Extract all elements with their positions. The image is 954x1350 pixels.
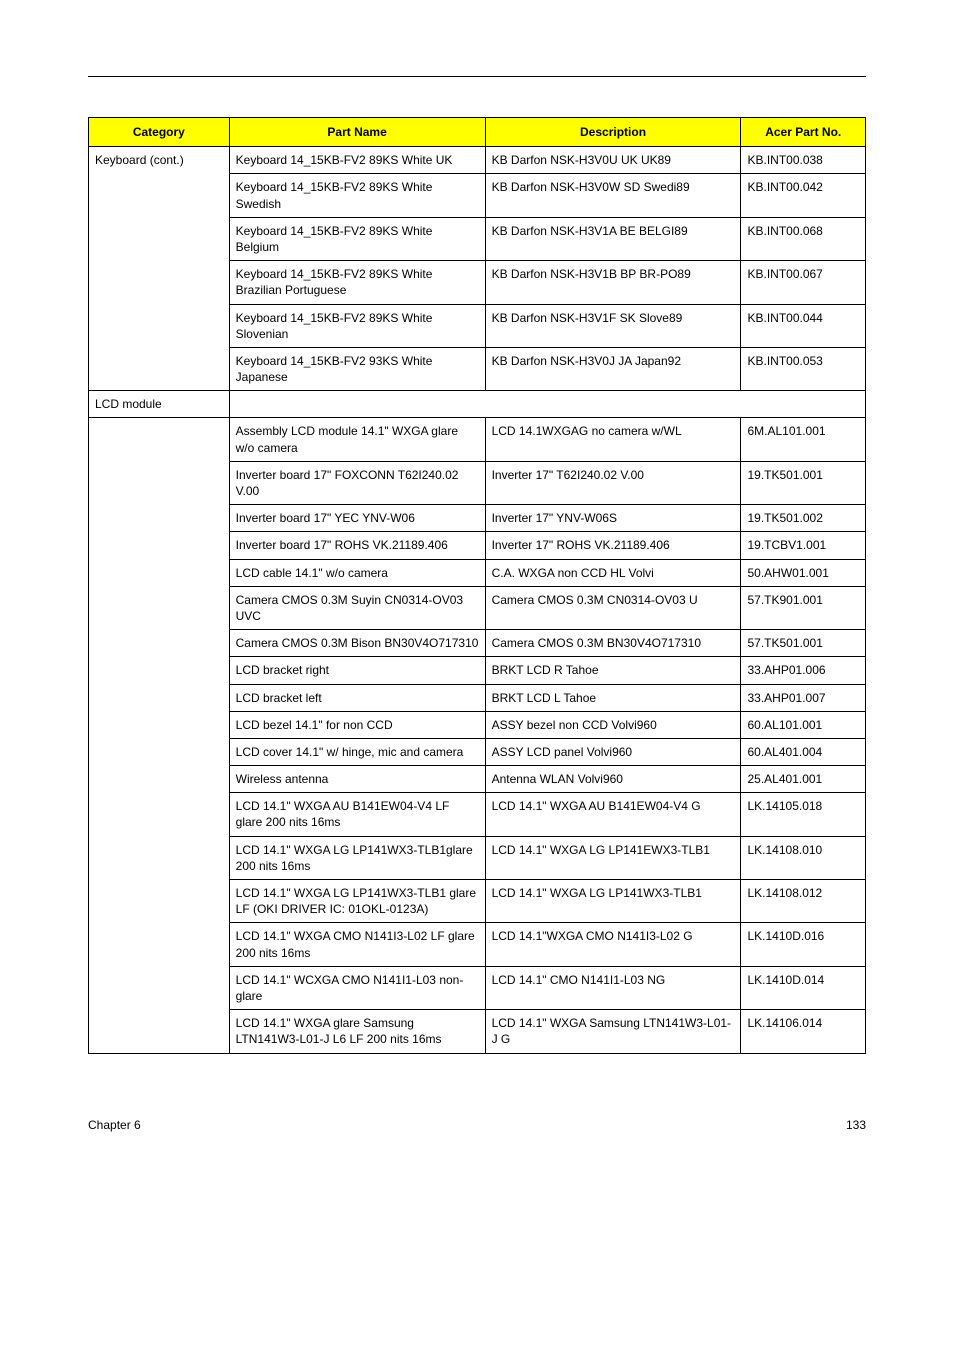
- cell-part-name: Keyboard 14_15KB-FV2 89KS White Slovenia…: [229, 304, 485, 347]
- cell-part-no: 57.TK901.001: [741, 586, 866, 629]
- table-row: Keyboard (cont.)Keyboard 14_15KB-FV2 89K…: [89, 147, 866, 174]
- cell-part-no: 19.TCBV1.001: [741, 532, 866, 559]
- cell-part-no: LK.1410D.016: [741, 923, 866, 966]
- cell-part-name: LCD cover 14.1" w/ hinge, mic and camera: [229, 738, 485, 765]
- section-label: LCD module: [89, 391, 230, 418]
- cell-description: LCD 14.1" WXGA LG LP141EWX3-TLB1: [485, 836, 741, 879]
- cell-part-no: 19.TK501.001: [741, 461, 866, 504]
- cell-description: KB Darfon NSK-H3V0U UK UK89: [485, 147, 741, 174]
- cell-description: KB Darfon NSK-H3V1B BP BR-PO89: [485, 261, 741, 304]
- cell-description: KB Darfon NSK-H3V1A BE BELGI89: [485, 217, 741, 260]
- cell-description: Camera CMOS 0.3M CN0314-OV03 U: [485, 586, 741, 629]
- cell-description: LCD 14.1"WXGA CMO N141I3-L02 G: [485, 923, 741, 966]
- cell-description: LCD 14.1" WXGA Samsung LTN141W3-L01-J G: [485, 1010, 741, 1053]
- cell-part-name: LCD cable 14.1" w/o camera: [229, 559, 485, 586]
- table-header-row: Category Part Name Description Acer Part…: [89, 118, 866, 147]
- cell-part-name: LCD 14.1" WXGA LG LP141WX3-TLB1 glare LF…: [229, 880, 485, 923]
- cell-part-no: KB.INT00.038: [741, 147, 866, 174]
- cell-description: Inverter 17" ROHS VK.21189.406: [485, 532, 741, 559]
- table-row: Assembly LCD module 14.1" WXGA glare w/o…: [89, 418, 866, 461]
- cell-description: LCD 14.1" WXGA LG LP141WX3-TLB1: [485, 880, 741, 923]
- section-spacer: [229, 391, 865, 418]
- cell-part-no: KB.INT00.053: [741, 347, 866, 390]
- cell-part-name: LCD 14.1" WXGA glare Samsung LTN141W3-L0…: [229, 1010, 485, 1053]
- footer-page-number: 133: [846, 1118, 866, 1132]
- page-footer: Chapter 6 133: [88, 1118, 866, 1132]
- header-rule: [88, 76, 866, 77]
- col-description: Description: [485, 118, 741, 147]
- cell-description: LCD 14.1" CMO N141I1-L03 NG: [485, 966, 741, 1009]
- cell-part-no: LK.14106.014: [741, 1010, 866, 1053]
- cell-part-no: 33.AHP01.006: [741, 657, 866, 684]
- cell-part-no: LK.14108.010: [741, 836, 866, 879]
- cell-description: LCD 14.1WXGAG no camera w/WL: [485, 418, 741, 461]
- cell-description: C.A. WXGA non CCD HL Volvi: [485, 559, 741, 586]
- cell-description: KB Darfon NSK-H3V1F SK Slove89: [485, 304, 741, 347]
- cell-part-name: LCD 14.1" WXGA AU B141EW04-V4 LF glare 2…: [229, 793, 485, 836]
- cell-part-name: Keyboard 14_15KB-FV2 89KS White Swedish: [229, 174, 485, 217]
- cell-part-name: LCD bracket right: [229, 657, 485, 684]
- col-part-name: Part Name: [229, 118, 485, 147]
- cell-part-name: Keyboard 14_15KB-FV2 93KS White Japanese: [229, 347, 485, 390]
- cell-description: Inverter 17" T62I240.02 V.00: [485, 461, 741, 504]
- cell-description: ASSY bezel non CCD Volvi960: [485, 711, 741, 738]
- col-category: Category: [89, 118, 230, 147]
- cell-part-name: Inverter board 17" YEC YNV-W06: [229, 505, 485, 532]
- cell-part-no: KB.INT00.068: [741, 217, 866, 260]
- cell-part-no: LK.14108.012: [741, 880, 866, 923]
- cell-description: Inverter 17" YNV-W06S: [485, 505, 741, 532]
- cell-part-no: 57.TK501.001: [741, 630, 866, 657]
- cell-part-no: LK.1410D.014: [741, 966, 866, 1009]
- cell-description: BRKT LCD L Tahoe: [485, 684, 741, 711]
- cell-description: Antenna WLAN Volvi960: [485, 766, 741, 793]
- cell-part-name: Keyboard 14_15KB-FV2 89KS White UK: [229, 147, 485, 174]
- cell-description: Camera CMOS 0.3M BN30V4O717310: [485, 630, 741, 657]
- cell-part-name: Wireless antenna: [229, 766, 485, 793]
- cell-part-no: 33.AHP01.007: [741, 684, 866, 711]
- cell-part-no: 19.TK501.002: [741, 505, 866, 532]
- cell-part-no: 60.AL101.001: [741, 711, 866, 738]
- cell-part-no: KB.INT00.044: [741, 304, 866, 347]
- cell-part-name: LCD bezel 14.1" for non CCD: [229, 711, 485, 738]
- cell-part-name: Inverter board 17" ROHS VK.21189.406: [229, 532, 485, 559]
- cell-part-no: KB.INT00.067: [741, 261, 866, 304]
- cell-part-no: 6M.AL101.001: [741, 418, 866, 461]
- cell-part-name: Inverter board 17" FOXCONN T62I240.02 V.…: [229, 461, 485, 504]
- cell-part-name: Camera CMOS 0.3M Bison BN30V4O717310: [229, 630, 485, 657]
- cell-part-name: Assembly LCD module 14.1" WXGA glare w/o…: [229, 418, 485, 461]
- cell-part-no: 60.AL401.004: [741, 738, 866, 765]
- cell-part-no: KB.INT00.042: [741, 174, 866, 217]
- cell-part-name: LCD 14.1" WCXGA CMO N141I1-L03 non-glare: [229, 966, 485, 1009]
- cell-description: LCD 14.1" WXGA AU B141EW04-V4 G: [485, 793, 741, 836]
- col-acer-part-no: Acer Part No.: [741, 118, 866, 147]
- cell-part-name: Keyboard 14_15KB-FV2 89KS White Brazilia…: [229, 261, 485, 304]
- cell-description: KB Darfon NSK-H3V0W SD Swedi89: [485, 174, 741, 217]
- cell-part-no: 25.AL401.001: [741, 766, 866, 793]
- parts-table: Category Part Name Description Acer Part…: [88, 117, 866, 1054]
- cell-part-name: Keyboard 14_15KB-FV2 89KS White Belgium: [229, 217, 485, 260]
- table-row: LCD module: [89, 391, 866, 418]
- cell-category: [89, 418, 230, 1053]
- cell-part-name: Camera CMOS 0.3M Suyin CN0314-OV03 UVC: [229, 586, 485, 629]
- cell-description: KB Darfon NSK-H3V0J JA Japan92: [485, 347, 741, 390]
- cell-part-name: LCD bracket left: [229, 684, 485, 711]
- cell-description: ASSY LCD panel Volvi960: [485, 738, 741, 765]
- cell-part-no: 50.AHW01.001: [741, 559, 866, 586]
- cell-description: BRKT LCD R Tahoe: [485, 657, 741, 684]
- cell-part-name: LCD 14.1" WXGA CMO N141I3-L02 LF glare 2…: [229, 923, 485, 966]
- cell-category: Keyboard (cont.): [89, 147, 230, 391]
- footer-chapter: Chapter 6: [88, 1118, 141, 1132]
- cell-part-name: LCD 14.1" WXGA LG LP141WX3-TLB1glare 200…: [229, 836, 485, 879]
- cell-part-no: LK.14105.018: [741, 793, 866, 836]
